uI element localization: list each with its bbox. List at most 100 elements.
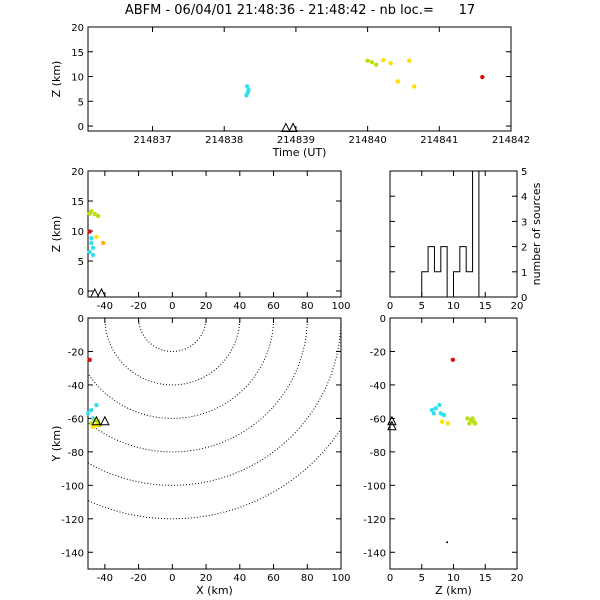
y-tick-label: 10 <box>71 227 84 238</box>
data-point <box>87 249 92 255</box>
x-tick-label: 40 <box>233 301 246 312</box>
y-tick-label: 4 <box>521 192 527 203</box>
x-tick-label: 0 <box>387 573 393 584</box>
y-tick-label: 0 <box>380 314 386 325</box>
x-tick-label: -20 <box>130 301 146 312</box>
station-marker <box>91 415 102 426</box>
x-tick-label: 40 <box>233 573 246 584</box>
station-marker <box>281 122 291 133</box>
data-point <box>431 411 437 416</box>
y-tick-label: 5 <box>78 257 84 268</box>
x-tick-label: 214837 <box>133 135 171 146</box>
y-tick-label: 0 <box>78 122 84 133</box>
data-point <box>244 84 250 89</box>
x-tick-label: 5 <box>419 573 425 584</box>
data-point <box>94 402 99 408</box>
y-axis-label: number of sources <box>530 182 543 285</box>
range-ring <box>104 318 241 386</box>
y-axis-label: Z (km) <box>50 61 63 98</box>
x-tick-label: 15 <box>479 301 492 312</box>
data-point <box>480 74 485 80</box>
y-tick-label: -40 <box>370 381 386 392</box>
x-tick-label: 214842 <box>492 135 530 146</box>
plot-frame <box>87 170 342 298</box>
y-tick-label: 20 <box>71 167 84 178</box>
y-tick-label: 0 <box>521 293 527 304</box>
data-point <box>94 234 99 240</box>
data-point <box>369 59 375 65</box>
data-point <box>446 541 449 544</box>
y-tick-label: -20 <box>370 347 386 358</box>
data-point <box>433 406 438 411</box>
data-point <box>87 229 92 234</box>
data-point <box>85 411 91 416</box>
x-tick-label: 60 <box>267 573 280 584</box>
y-tick-label: 3 <box>521 217 527 228</box>
x-tick-label: 0 <box>387 301 393 312</box>
data-point <box>406 58 412 63</box>
data-point <box>441 412 447 418</box>
y-tick-label: -100 <box>61 481 84 492</box>
station-marker <box>96 287 107 298</box>
x-tick-label: 5 <box>419 301 425 312</box>
plot-frame <box>389 317 518 570</box>
data-point <box>412 84 417 89</box>
x-tick-label: 100 <box>331 301 350 312</box>
x-tick-label: -20 <box>130 573 146 584</box>
y-tick-label: 5 <box>521 167 527 178</box>
x-tick-label: 214841 <box>420 135 458 146</box>
x-axis-label: X (km) <box>196 584 233 597</box>
y-tick-label: 0 <box>78 314 84 325</box>
data-point <box>100 240 106 246</box>
station-marker <box>89 287 100 298</box>
plot-frame <box>87 317 342 570</box>
y-tick-label: 15 <box>71 48 84 59</box>
data-point <box>465 416 470 421</box>
x-tick-label: 214838 <box>205 135 243 146</box>
data-point <box>89 236 94 241</box>
y-tick-label: -140 <box>61 548 84 559</box>
y-tick-label: -80 <box>68 448 84 459</box>
y-tick-label: -20 <box>68 347 84 358</box>
data-point <box>450 357 456 363</box>
panel-time_height <box>87 26 512 133</box>
histogram-steps <box>390 170 517 298</box>
panel-height_histogram <box>389 170 518 298</box>
x-tick-label: 10 <box>447 573 460 584</box>
station-marker <box>387 420 397 431</box>
data-point <box>470 416 475 421</box>
x-axis-label: Z (km) <box>435 584 472 597</box>
y-tick-label: 10 <box>71 73 84 84</box>
data-point <box>429 407 435 413</box>
y-tick-label: -140 <box>363 548 386 559</box>
data-point <box>381 57 386 63</box>
data-point <box>87 211 92 216</box>
x-tick-label: 0 <box>169 301 175 312</box>
data-point <box>388 60 393 66</box>
data-point <box>472 421 478 426</box>
x-tick-label: -40 <box>97 573 113 584</box>
x-tick-label: 214839 <box>277 135 315 146</box>
x-axis-label: Time (UT) <box>272 146 327 159</box>
data-point <box>92 212 97 217</box>
data-point <box>89 407 94 413</box>
x-tick-label: 60 <box>267 301 280 312</box>
data-point <box>90 424 96 429</box>
data-point <box>89 240 94 246</box>
x-tick-label: 20 <box>511 301 524 312</box>
x-tick-label: 20 <box>200 573 213 584</box>
data-point <box>439 419 445 424</box>
y-tick-label: 2 <box>521 243 527 254</box>
data-point <box>90 245 96 250</box>
y-tick-label: 1 <box>521 268 527 279</box>
y-tick-label: 15 <box>71 197 84 208</box>
data-point <box>365 58 370 63</box>
x-tick-label: 0 <box>169 573 175 584</box>
data-point <box>467 421 472 426</box>
data-point <box>437 402 442 408</box>
chart-title: ABFM - 06/04/01 21:48:36 - 21:48:42 - nb… <box>124 3 476 18</box>
x-tick-label: 15 <box>479 573 492 584</box>
station-marker <box>387 415 397 426</box>
data-point <box>395 79 400 84</box>
